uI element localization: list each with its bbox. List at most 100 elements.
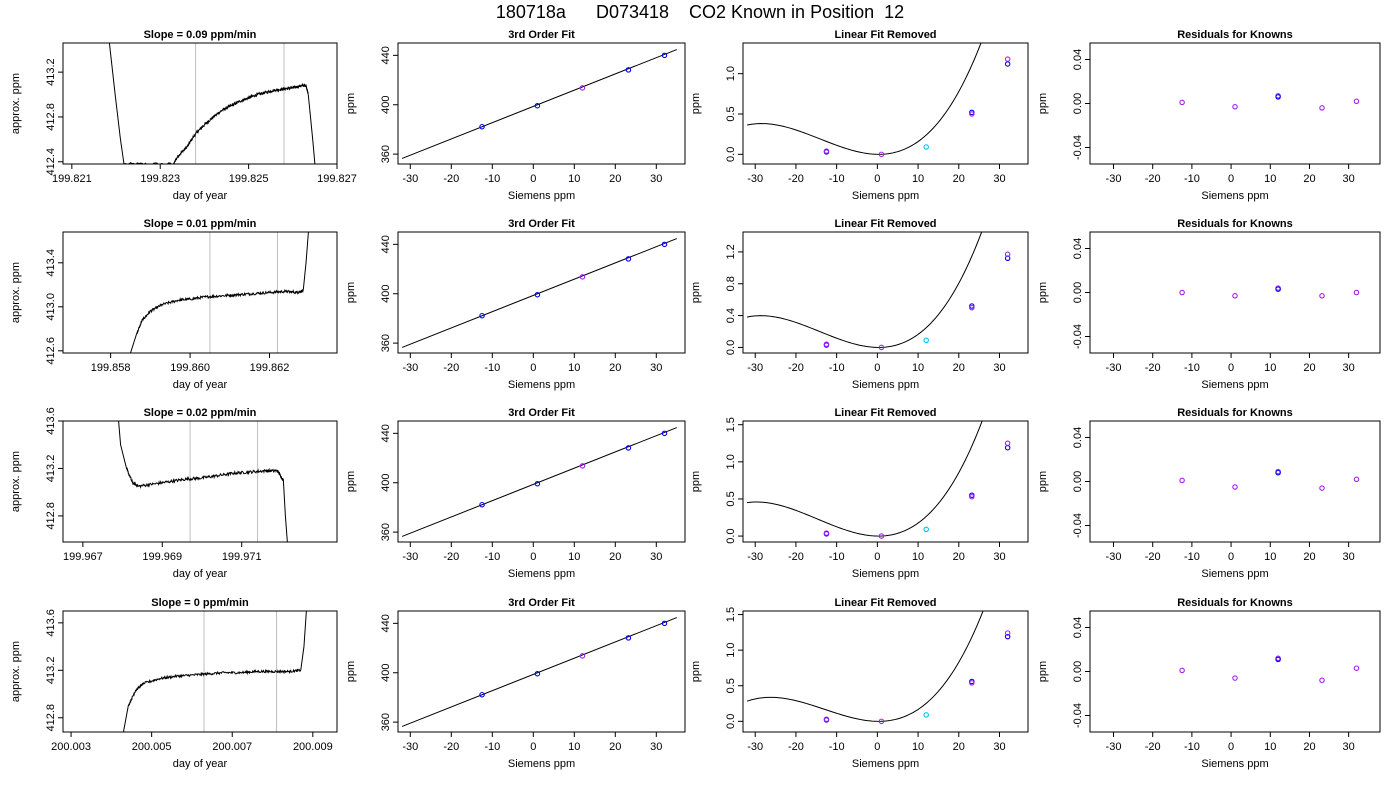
data-point xyxy=(878,533,885,539)
data-point xyxy=(661,241,668,248)
panel-2-1: Slope = 0.01 ppm/min 199.858 199.860 199.86… xyxy=(10,218,338,391)
x-axis-label: Siemens ppm xyxy=(508,568,575,580)
y-axis-label: ppm xyxy=(1037,471,1049,492)
x-tick-label: -30 xyxy=(747,173,763,185)
plot-area xyxy=(1179,468,1360,491)
y-tick-label: 412.8 xyxy=(45,103,57,131)
plot-frame xyxy=(1089,420,1381,543)
data-point xyxy=(1004,440,1011,447)
x-tick-label: 0 xyxy=(1228,362,1234,374)
data-point xyxy=(1319,105,1325,111)
y-tick-label: 1.0 xyxy=(725,454,737,469)
plot-frame xyxy=(742,231,1029,354)
data-point xyxy=(823,148,830,154)
data-point xyxy=(625,445,632,451)
x-tick-label: -30 xyxy=(402,741,418,753)
y-tick-label: 440 xyxy=(380,235,392,253)
data-point xyxy=(625,635,632,641)
x-tick-label: -30 xyxy=(747,741,763,753)
x-tick-label: -20 xyxy=(788,741,804,753)
x-tick-label: 0 xyxy=(1228,173,1234,185)
x-tick-label: 30 xyxy=(1343,551,1355,563)
y-axis-label: ppm xyxy=(345,471,357,492)
x-tick-label: 20 xyxy=(953,173,965,185)
plot-area xyxy=(401,238,677,348)
data-point xyxy=(1353,665,1360,671)
x-tick-label: -10 xyxy=(829,551,845,563)
x-tick-label: 0 xyxy=(874,362,880,374)
y-tick-label: 0.00 xyxy=(1072,471,1084,492)
x-tick-label: 20 xyxy=(953,551,965,563)
y-tick-label: 0.04 xyxy=(1072,238,1084,259)
y-tick-label: 412.4 xyxy=(45,148,57,176)
x-tick-label: 10 xyxy=(568,173,580,185)
x-tick-label: 199.860 xyxy=(170,362,210,374)
y-tick-label: 0.8 xyxy=(725,276,737,291)
x-tick-label: 20 xyxy=(609,362,621,374)
data-point xyxy=(878,344,885,351)
y-tick-label: 1.5 xyxy=(725,607,737,622)
plot-area xyxy=(401,617,677,727)
y-axis-label: ppm xyxy=(1037,93,1049,114)
x-axis-label: Siemens ppm xyxy=(852,379,919,391)
x-tick-label: 20 xyxy=(1303,741,1315,753)
x-axis-label: day of year xyxy=(173,568,228,580)
data-point xyxy=(878,718,885,725)
data-point xyxy=(1232,293,1238,299)
x-tick-label: -20 xyxy=(443,362,459,374)
plot-frame xyxy=(397,610,686,733)
panel-2-2: 3rd Order Fit -30 -20 -10 0 10 20 30 360 400 440 Si… xyxy=(345,218,686,391)
data-point xyxy=(661,620,668,627)
panel-title: Residuals for Knowns xyxy=(1177,407,1293,419)
plot-area xyxy=(746,611,1011,725)
plot-frame xyxy=(397,231,686,354)
x-tick-label: -30 xyxy=(402,551,418,563)
panel-title: Residuals for Knowns xyxy=(1177,218,1293,230)
x-tick-label: 20 xyxy=(609,173,621,185)
y-tick-label: 400 xyxy=(380,664,392,682)
plot-frame xyxy=(1089,231,1381,354)
data-point xyxy=(534,670,541,677)
x-tick-label: 10 xyxy=(912,741,924,753)
panel-title: Slope = 0 ppm/min xyxy=(151,597,249,609)
panel-title: Linear Fit Removed xyxy=(834,29,936,41)
plot-frame xyxy=(397,42,686,165)
plot-area xyxy=(746,232,1011,351)
plot-area xyxy=(130,232,309,353)
data-point xyxy=(923,337,929,344)
x-tick-label: -10 xyxy=(1184,362,1200,374)
data-point xyxy=(479,312,485,319)
x-tick-label: -20 xyxy=(443,741,459,753)
x-tick-label: -10 xyxy=(1184,741,1200,753)
data-point xyxy=(923,526,929,533)
y-tick-label: 440 xyxy=(380,424,392,442)
y-tick-label: 400 xyxy=(380,285,392,303)
data-point xyxy=(661,430,668,437)
x-axis-label: Siemens ppm xyxy=(1201,379,1268,391)
y-axis-label: ppm xyxy=(1037,282,1049,303)
plot-frame xyxy=(742,610,1029,733)
y-axis-label: ppm xyxy=(1037,661,1049,682)
x-tick-label: -10 xyxy=(829,362,845,374)
data-point xyxy=(1275,656,1281,663)
y-tick-label: 413.4 xyxy=(45,249,57,277)
plot-frame xyxy=(62,231,338,354)
panel-4-2: 3rd Order Fit -30 -20 -10 0 10 20 30 360 400 440 Si… xyxy=(345,597,686,770)
x-tick-label: 199.967 xyxy=(63,551,103,563)
x-axis-label: Siemens ppm xyxy=(508,379,575,391)
y-tick-label: 0.4 xyxy=(725,308,737,323)
data-point xyxy=(1353,289,1360,296)
data-point xyxy=(1179,99,1185,106)
data-point xyxy=(823,530,830,536)
panel-title: 3rd Order Fit xyxy=(508,218,575,230)
x-tick-label: 0 xyxy=(530,173,536,185)
y-axis-label: ppm xyxy=(345,93,357,114)
x-tick-label: -10 xyxy=(484,741,500,753)
plot-area xyxy=(401,427,677,537)
x-axis-label: Siemens ppm xyxy=(508,190,575,202)
plot-frame xyxy=(62,420,338,543)
data-point xyxy=(479,123,485,130)
data-point xyxy=(878,151,885,158)
y-axis-label: approx. ppm xyxy=(10,451,22,512)
data-point xyxy=(1353,98,1360,105)
